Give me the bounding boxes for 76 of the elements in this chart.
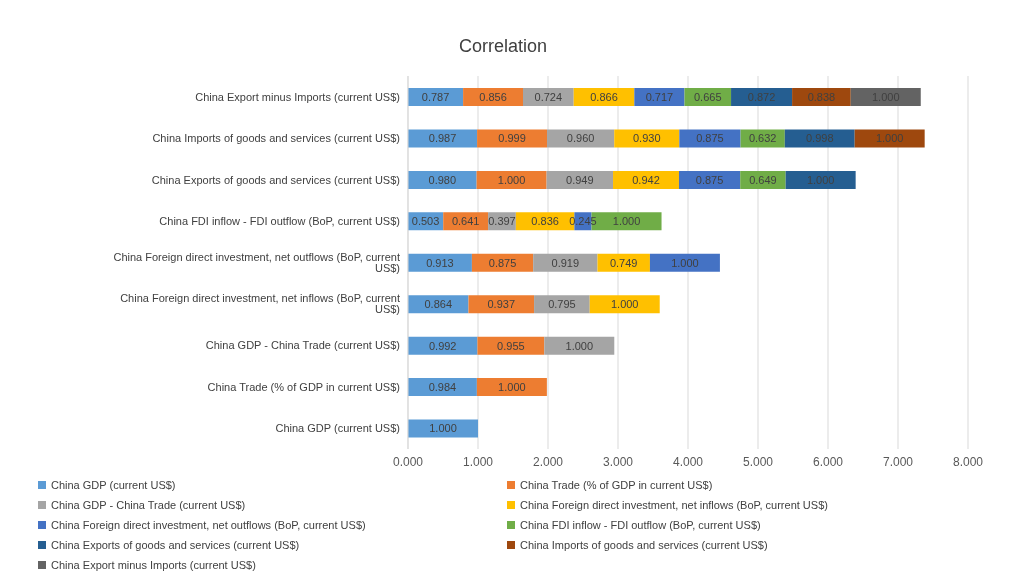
- data-label: 0.930: [633, 132, 661, 145]
- y-tick-label: China Foreign direct investment, net outflows (BoP, current US$): [113, 250, 400, 274]
- data-label: 0.913: [426, 256, 454, 269]
- legend-label: China Foreign direct investment, net outflows (BoP, current US$): [51, 519, 366, 531]
- legend-label: China FDI inflow - FDI outflow (BoP, current US$): [520, 519, 761, 531]
- legend-label: China GDP - China Trade (current US$): [51, 499, 246, 511]
- data-label: 0.665: [694, 90, 722, 103]
- bar: [476, 378, 547, 397]
- data-label: 1.000: [610, 298, 639, 311]
- data-label: 0.875: [695, 173, 724, 186]
- data-label: 1.000: [671, 256, 699, 269]
- y-tick-label: China Imports of goods and services (current US$): [152, 132, 400, 145]
- bar: [634, 88, 685, 106]
- data-label: 0.992: [428, 339, 457, 352]
- data-label: 1.000: [429, 422, 457, 435]
- data-label: 0.795: [548, 298, 576, 311]
- data-label: 0.875: [488, 256, 517, 269]
- bar: [649, 253, 720, 272]
- data-label: 0.787: [421, 90, 450, 103]
- y-tick-label: China Export minus Imports (current US$): [195, 90, 400, 103]
- data-label: 0.875: [696, 132, 724, 145]
- x-tick-label: 3.000: [602, 454, 634, 469]
- data-label: 0.503: [411, 215, 440, 228]
- data-label: 0.984: [428, 381, 457, 394]
- data-label: 1.000: [806, 173, 835, 186]
- data-label: 0.749: [609, 256, 638, 269]
- data-label: 0.998: [805, 132, 834, 145]
- legend-label: China Export minus Imports (current US$): [51, 559, 256, 571]
- data-label: 0.864: [424, 298, 453, 311]
- data-label: 0.397: [488, 215, 516, 228]
- x-tick-label: 5.000: [742, 454, 774, 469]
- y-tick-label: China Exports of goods and services (current US$): [151, 173, 400, 186]
- data-label: 0.980: [428, 173, 457, 186]
- chart-title: Correlation: [457, 35, 548, 58]
- legend-label: China Trade (% of GDP in current US$): [520, 479, 713, 491]
- data-label: 0.949: [566, 173, 594, 186]
- data-label: 0.641: [451, 215, 480, 228]
- data-label: 1.000: [875, 132, 904, 145]
- data-label: 0.987: [428, 132, 457, 145]
- data-label: 1.000: [612, 215, 641, 228]
- data-label: 1.000: [498, 381, 526, 394]
- legend-label: China GDP (current US$): [51, 479, 176, 491]
- legend-label: China Foreign direct investment, net inflows (BoP, current US$): [520, 499, 828, 511]
- data-label: 0.717: [645, 90, 674, 103]
- x-tick-label: 7.000: [882, 454, 914, 469]
- data-label: 0.838: [807, 90, 836, 103]
- data-label: 0.960: [566, 132, 595, 145]
- x-tick-label: 8.000: [952, 454, 984, 469]
- x-tick-label: 0.000: [392, 454, 424, 469]
- data-label: 0.937: [487, 298, 516, 311]
- data-label: 0.856: [479, 90, 507, 103]
- data-label: 0.955: [497, 339, 525, 352]
- y-tick-label: China FDI inflow - FDI outflow (BoP, current US$): [159, 214, 400, 227]
- bar: [850, 88, 921, 106]
- data-label: 0.649: [749, 173, 777, 186]
- data-label: 1.000: [497, 173, 526, 186]
- data-label: 0.999: [498, 132, 526, 145]
- legend-label: China Imports of goods and services (current US$): [520, 539, 768, 551]
- y-tick-label: China Foreign direct investment, net inflows (BoP, current US$): [120, 292, 400, 316]
- data-label: 0.866: [590, 90, 618, 103]
- data-label: 0.872: [747, 90, 776, 103]
- y-tick-label: China Trade (% of GDP in current US$): [207, 380, 400, 393]
- data-label: 1.000: [565, 339, 594, 352]
- data-label: 0.942: [632, 173, 660, 186]
- x-tick-label: 1.000: [462, 454, 494, 469]
- y-tick-label: China GDP - China Trade (current US$): [205, 339, 400, 352]
- data-label: 0.919: [551, 256, 580, 269]
- bar: [589, 295, 660, 314]
- data-label: 0.632: [748, 132, 777, 145]
- data-label: 0.836: [531, 215, 559, 228]
- y-tick-label: China GDP (current US$): [275, 422, 400, 435]
- x-tick-label: 4.000: [672, 454, 704, 469]
- x-tick-label: 6.000: [812, 454, 844, 469]
- legend-label: China Exports of goods and services (current US$): [51, 539, 300, 551]
- x-tick-label: 2.000: [532, 454, 564, 469]
- data-label: 0.724: [534, 90, 563, 103]
